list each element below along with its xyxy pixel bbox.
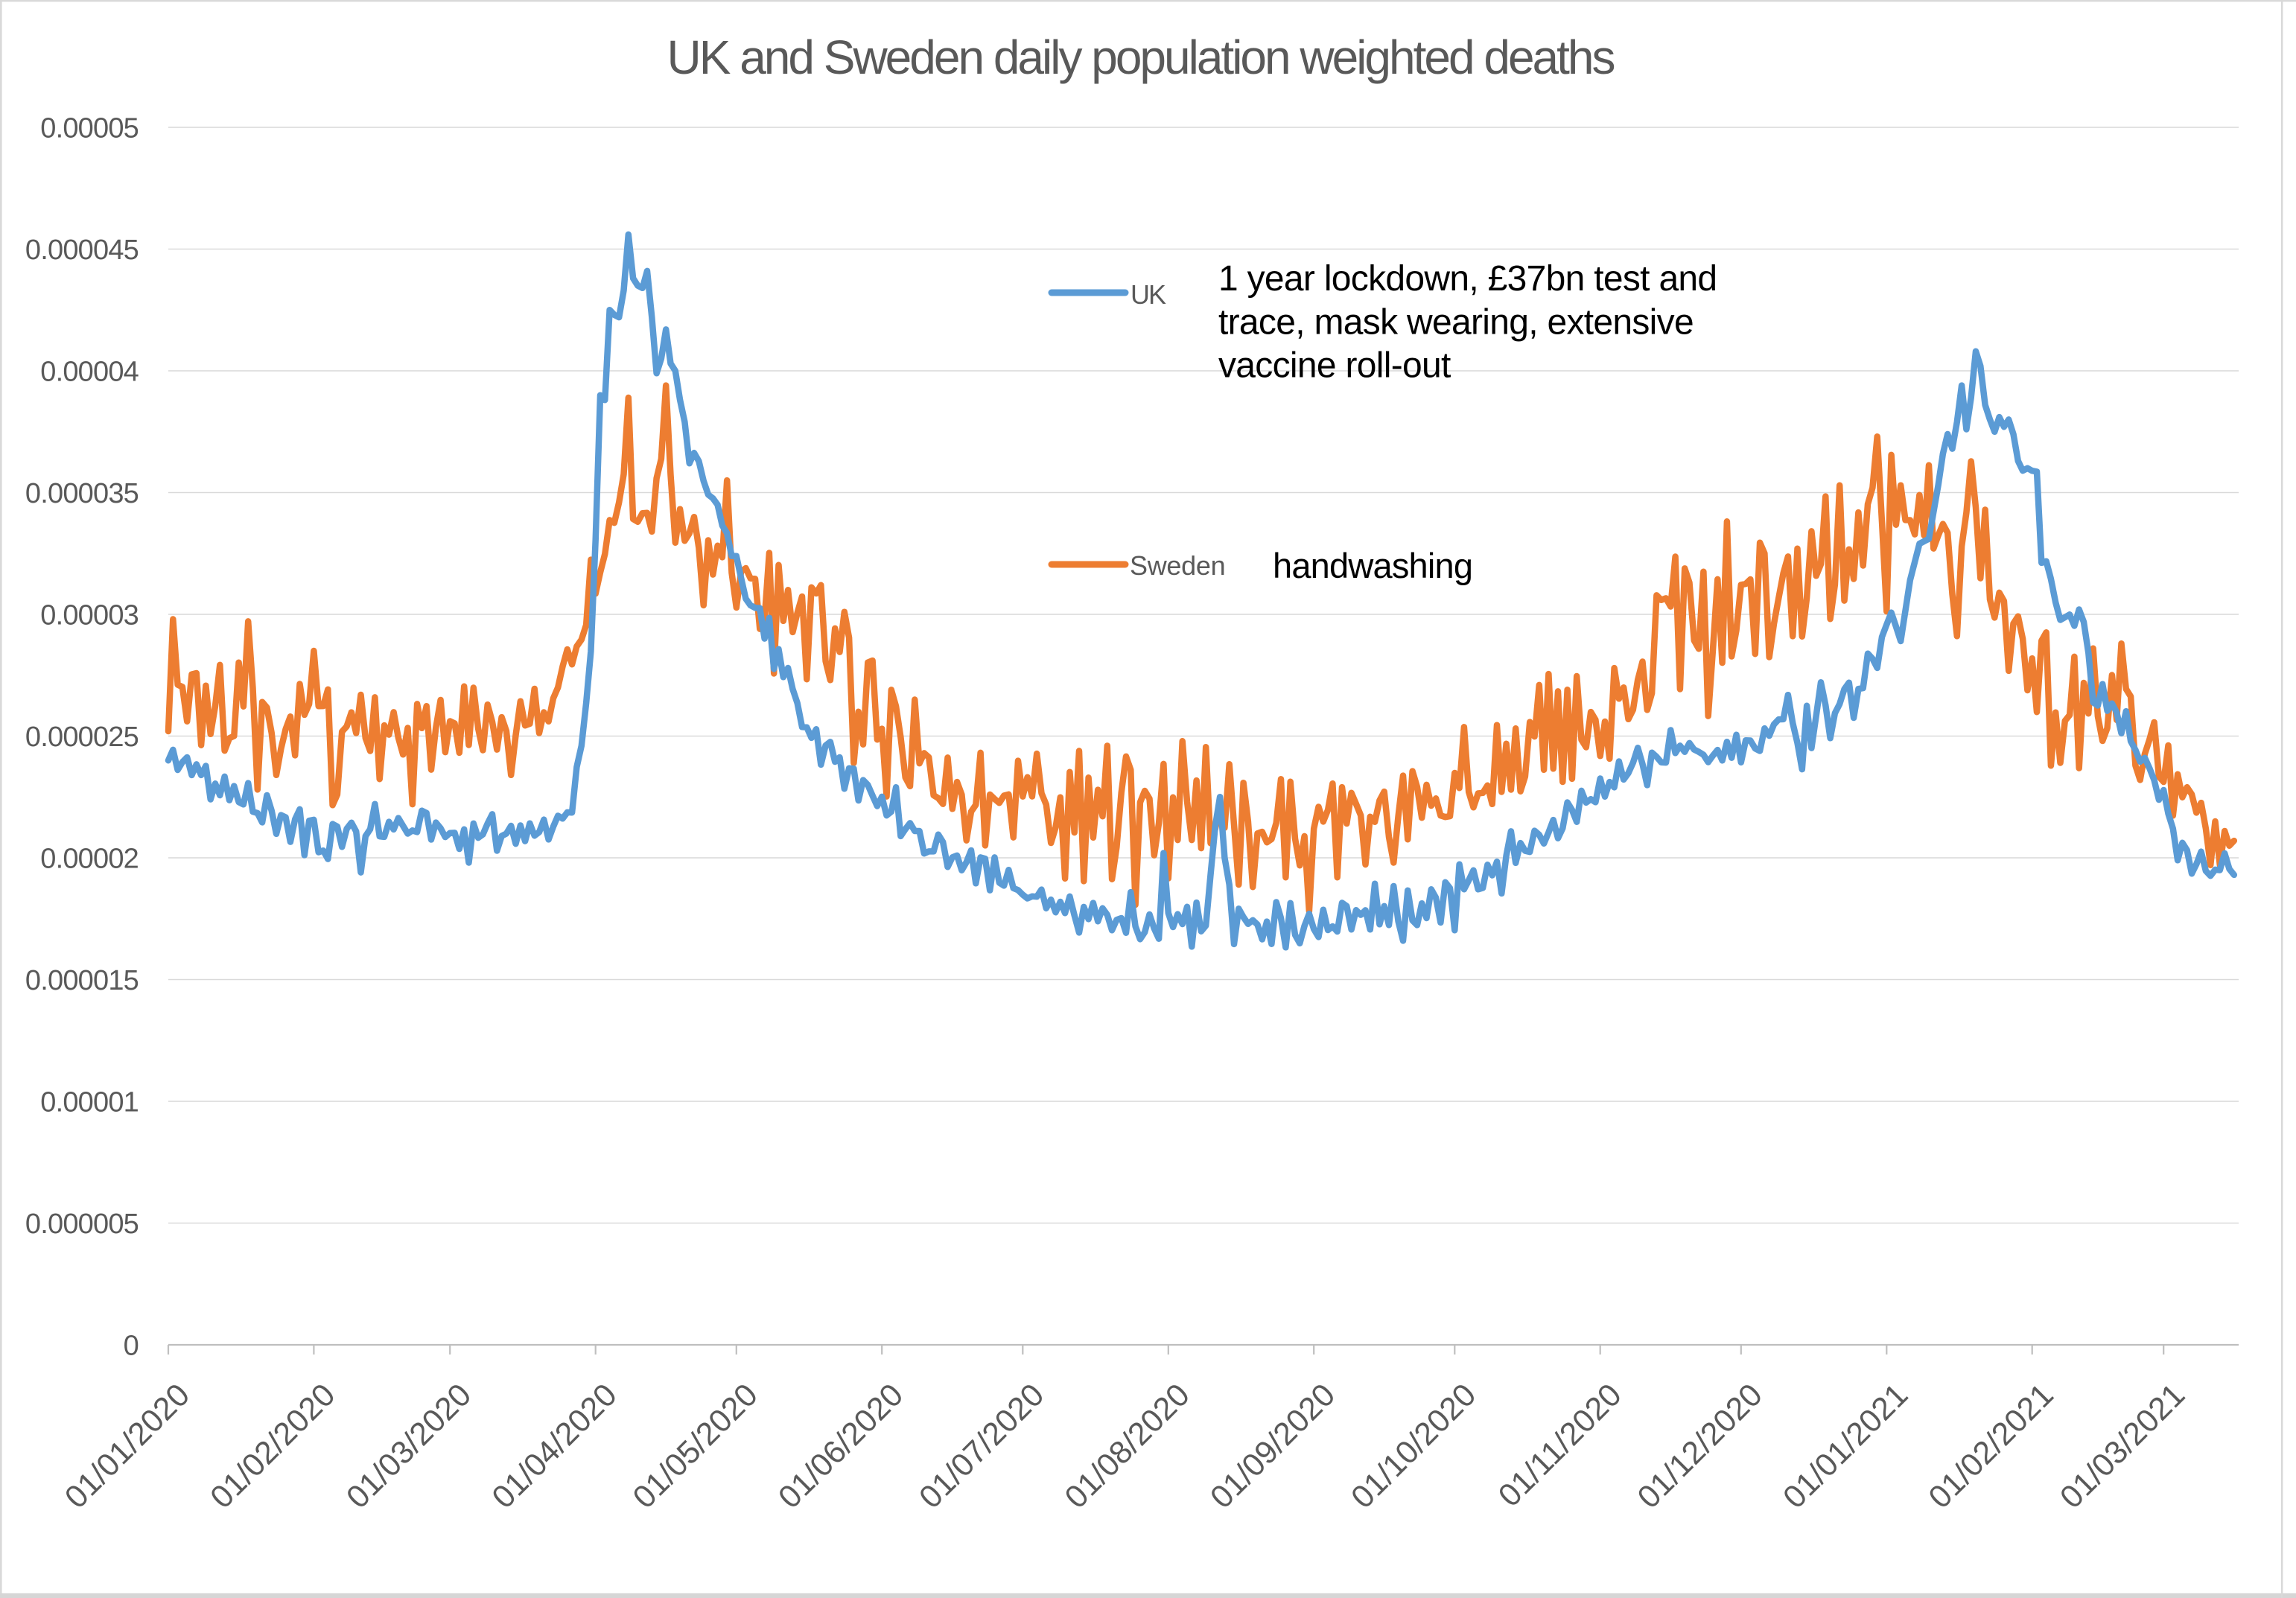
svg-text:trace, mask wearing, extensive: trace, mask wearing, extensive — [1218, 303, 1694, 343]
svg-text:handwashing: handwashing — [1273, 546, 1472, 585]
svg-text:1 year lockdown, £37bn test an: 1 year lockdown, £37bn test and — [1218, 259, 1717, 299]
svg-text:0.000035: 0.000035 — [25, 478, 139, 509]
svg-text:0.00005: 0.00005 — [40, 112, 139, 144]
svg-text:0: 0 — [124, 1330, 139, 1361]
svg-text:Sweden: Sweden — [1130, 550, 1225, 581]
svg-text:UK: UK — [1130, 279, 1166, 310]
svg-text:0.00003: 0.00003 — [40, 599, 139, 631]
svg-text:0.000005: 0.000005 — [25, 1209, 139, 1240]
svg-text:0.000025: 0.000025 — [25, 722, 139, 753]
svg-text:vaccine roll-out: vaccine roll-out — [1218, 346, 1451, 386]
svg-text:0.000045: 0.000045 — [25, 235, 139, 266]
svg-text:0.00004: 0.00004 — [40, 356, 139, 387]
svg-text:0.000015: 0.000015 — [25, 965, 139, 996]
svg-text:0.00002: 0.00002 — [40, 843, 139, 874]
svg-text:0.00001: 0.00001 — [40, 1086, 139, 1118]
svg-text:UK and Sweden daily population: UK and Sweden daily population weighted … — [667, 31, 1615, 84]
